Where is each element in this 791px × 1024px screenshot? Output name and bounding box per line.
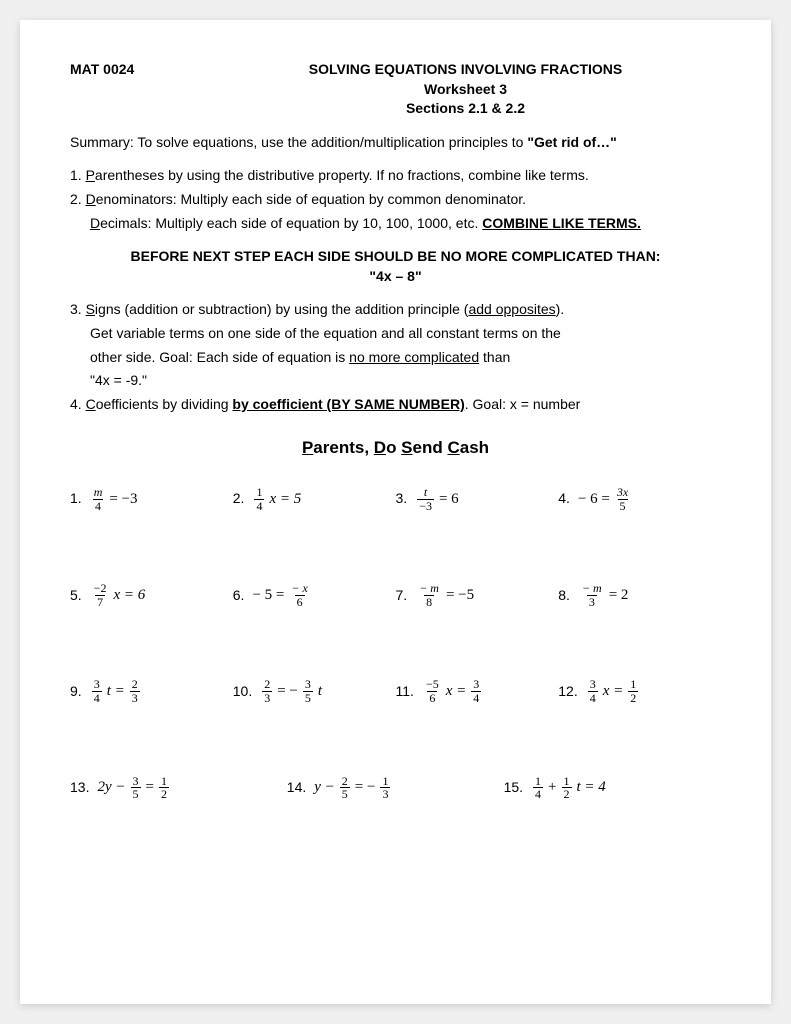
problem-6: 6. − 5 =− x6	[233, 582, 396, 608]
summary-text: Summary: To solve equations, use the add…	[70, 134, 527, 150]
step-1: 1. Parentheses by using the distributive…	[70, 166, 721, 186]
summary: Summary: To solve equations, use the add…	[70, 133, 721, 153]
problem-10: 10. 23= −35t	[233, 678, 396, 704]
title-line-2: Worksheet 3	[210, 80, 721, 100]
problem-2: 2. 14x = 5	[233, 486, 396, 512]
mnemonic: Parents, Do Send Cash	[70, 436, 721, 460]
title-line-1: SOLVING EQUATIONS INVOLVING FRACTIONS	[210, 60, 721, 80]
step-3-line3: other side. Goal: Each side of equation …	[70, 348, 721, 368]
problem-12: 12. 34x =12	[558, 678, 721, 704]
problem-5: 5. −27x = 6	[70, 582, 233, 608]
problem-9: 9. 34t =23	[70, 678, 233, 704]
header: MAT 0024 SOLVING EQUATIONS INVOLVING FRA…	[70, 60, 721, 119]
problems: 1. m4= −3 2. 14x = 5 3. t−3= 6 4. − 6 =3…	[70, 486, 721, 801]
problem-7: 7. − m8= −5	[396, 582, 559, 608]
problem-8: 8. − m3= 2	[558, 582, 721, 608]
problem-row-3: 9. 34t =23 10. 23= −35t 11. −56x =34 12.…	[70, 678, 721, 704]
problem-3: 3. t−3= 6	[396, 486, 559, 512]
step-2-sub: Decimals: Multiply each side of equation…	[70, 214, 721, 234]
step-4: 4. Coefficients by dividing by coefficie…	[70, 395, 721, 415]
worksheet-page: MAT 0024 SOLVING EQUATIONS INVOLVING FRA…	[20, 20, 771, 1004]
problem-row-4: 13. 2y −35=12 14. y −25= −13 15. 14+12t …	[70, 775, 721, 801]
title-block: SOLVING EQUATIONS INVOLVING FRACTIONS Wo…	[210, 60, 721, 119]
problem-row-1: 1. m4= −3 2. 14x = 5 3. t−3= 6 4. − 6 =3…	[70, 486, 721, 512]
course-code: MAT 0024	[70, 60, 210, 80]
step-3-line4: "4x = -9."	[70, 371, 721, 391]
title-line-3: Sections 2.1 & 2.2	[210, 99, 721, 119]
before-note: BEFORE NEXT STEP EACH SIDE SHOULD BE NO …	[70, 247, 721, 286]
problem-15: 15. 14+12t = 4	[504, 775, 721, 801]
problem-11: 11. −56x =34	[396, 678, 559, 704]
summary-emphasis: "Get rid of…"	[527, 134, 617, 150]
problem-14: 14. y −25= −13	[287, 775, 504, 801]
step-2: 2. Denominators: Multiply each side of e…	[70, 190, 721, 210]
problem-13: 13. 2y −35=12	[70, 775, 287, 801]
step-3-line2: Get variable terms on one side of the eq…	[70, 324, 721, 344]
problem-4: 4. − 6 =3x5	[558, 486, 721, 512]
problem-row-2: 5. −27x = 6 6. − 5 =− x6 7. − m8= −5 8. …	[70, 582, 721, 608]
problem-1: 1. m4= −3	[70, 486, 233, 512]
step-3: 3. Signs (addition or subtraction) by us…	[70, 300, 721, 320]
